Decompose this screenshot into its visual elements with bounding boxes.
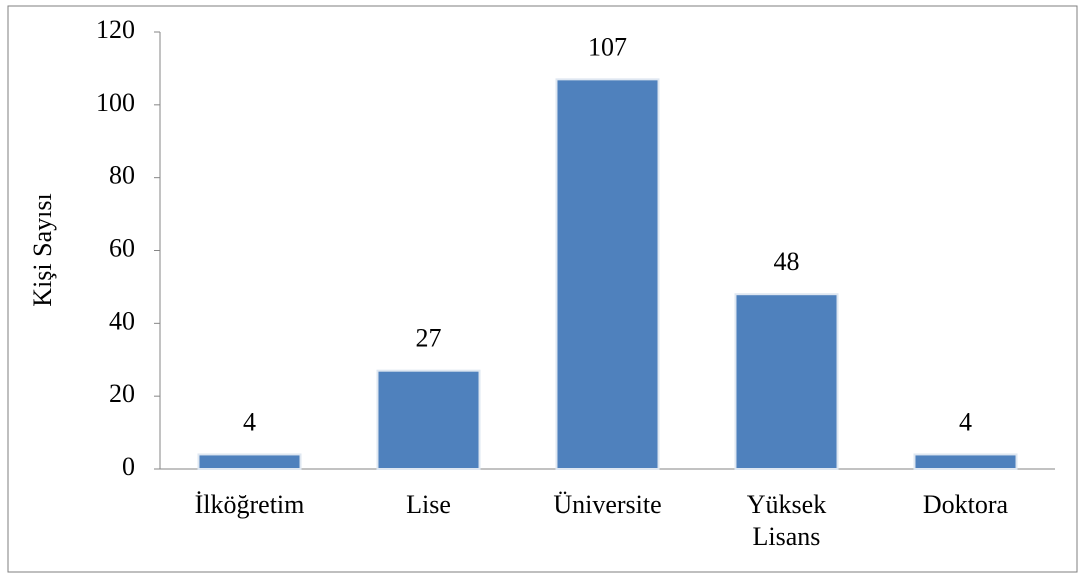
y-tick-label: 80	[109, 161, 135, 190]
y-tick-label: 120	[96, 15, 135, 44]
y-axis-title: Kişi Sayısı	[28, 193, 57, 306]
x-tick-label: Yüksek Lisans	[746, 490, 827, 551]
y-tick-label: 60	[109, 233, 135, 262]
bar	[555, 78, 660, 470]
data-label: 4	[243, 407, 256, 436]
data-label: 27	[416, 324, 442, 353]
bar	[913, 453, 1018, 470]
y-tick-label: 100	[96, 88, 135, 117]
x-tick-label: Doktora	[922, 490, 1009, 519]
y-tick-label: 40	[109, 306, 135, 335]
x-tick-label: Lise	[406, 490, 451, 519]
data-label: 48	[774, 247, 800, 276]
data-label: 107	[588, 32, 627, 61]
x-tick-label: İlköğretim	[194, 490, 305, 519]
bar	[376, 369, 481, 470]
chart-frame	[7, 5, 1078, 573]
y-tick-label: 20	[109, 379, 135, 408]
x-tick-label: Üniversite	[553, 490, 662, 519]
bar	[197, 453, 302, 470]
y-tick-label: 0	[122, 452, 135, 481]
data-label: 4	[959, 407, 972, 436]
bar	[734, 293, 839, 471]
